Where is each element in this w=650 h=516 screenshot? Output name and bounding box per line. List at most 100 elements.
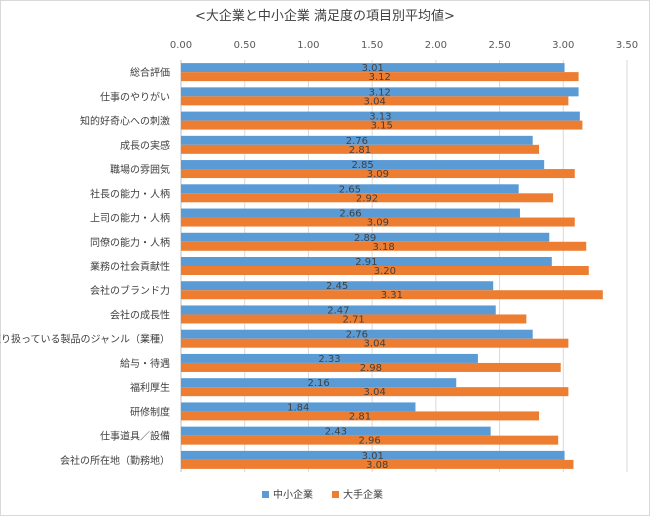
bar bbox=[181, 378, 457, 388]
x-tick-label: 0.00 bbox=[170, 40, 192, 51]
category-label: 同僚の能力・人柄 bbox=[90, 236, 170, 249]
bar bbox=[181, 63, 565, 73]
bar bbox=[181, 193, 554, 203]
data-label: 3.12 bbox=[369, 72, 391, 83]
data-label: 2.76 bbox=[346, 136, 368, 147]
category-label: 上司の能力・人柄 bbox=[90, 212, 170, 225]
data-label: 3.04 bbox=[364, 387, 386, 398]
data-label: 3.01 bbox=[362, 451, 384, 462]
category-label: 取り扱っている製品のジャンル（業種） bbox=[0, 333, 170, 346]
bar bbox=[181, 144, 540, 154]
bar bbox=[181, 111, 580, 121]
data-label: 2.47 bbox=[327, 305, 349, 316]
legend-label: 大手企業 bbox=[343, 488, 383, 501]
data-label: 2.65 bbox=[339, 184, 361, 195]
data-label: 2.76 bbox=[346, 330, 368, 341]
bar bbox=[181, 208, 520, 218]
data-label: 2.66 bbox=[339, 209, 361, 220]
category-label: 仕事道具／設備 bbox=[100, 430, 170, 443]
x-tick-label: 2.50 bbox=[488, 40, 510, 51]
category-label: 業務の社会貢献性 bbox=[90, 260, 170, 273]
bar bbox=[181, 290, 603, 300]
category-label: 知的好奇心への刺激 bbox=[80, 115, 170, 128]
bar bbox=[181, 72, 579, 82]
bar bbox=[181, 257, 552, 266]
category-label: 会社のブランド力 bbox=[90, 284, 170, 297]
data-label: 3.04 bbox=[364, 339, 386, 350]
x-tick-label: 2.00 bbox=[425, 40, 447, 51]
bar bbox=[181, 184, 519, 194]
data-label: 3.20 bbox=[374, 266, 396, 277]
category-label: 会社の所在地（勤務地） bbox=[60, 454, 170, 467]
bar bbox=[181, 314, 527, 324]
bar bbox=[181, 362, 561, 372]
category-label: 給与・待遇 bbox=[120, 357, 170, 370]
bar bbox=[181, 169, 575, 179]
x-tick-label: 3.00 bbox=[552, 40, 574, 51]
bar bbox=[181, 241, 587, 251]
bar bbox=[181, 217, 575, 227]
bar bbox=[181, 305, 496, 315]
x-tick-label: 3.50 bbox=[616, 40, 638, 51]
data-label: 2.43 bbox=[325, 427, 347, 438]
bar bbox=[181, 426, 491, 436]
x-axis-ticks: 0.00 0.50 1.00 1.50 2.00 2.50 3.00 3.50 bbox=[170, 40, 638, 51]
data-label: 2.16 bbox=[307, 378, 329, 389]
data-label: 3.09 bbox=[367, 169, 389, 180]
data-label: 3.13 bbox=[369, 112, 391, 123]
legend: 中小企業 大手企業 bbox=[262, 488, 383, 501]
data-label: 2.71 bbox=[343, 314, 365, 325]
data-label: 2.33 bbox=[318, 354, 340, 365]
data-label: 2.98 bbox=[360, 363, 382, 374]
bar bbox=[181, 411, 540, 421]
data-label: 3.18 bbox=[372, 242, 394, 253]
data-label: 2.96 bbox=[358, 436, 380, 447]
x-tick-label: 1.00 bbox=[297, 40, 319, 51]
data-label: 3.12 bbox=[369, 87, 391, 98]
bar bbox=[181, 96, 569, 106]
legend-swatch bbox=[262, 491, 269, 498]
bar bbox=[181, 87, 579, 97]
data-label: 2.45 bbox=[326, 281, 348, 292]
data-label: 2.89 bbox=[354, 233, 376, 244]
data-label: 2.85 bbox=[351, 160, 373, 171]
data-labels: 3.013.123.123.043.133.152.762.812.853.09… bbox=[287, 63, 403, 471]
bar bbox=[181, 435, 559, 445]
data-label: 3.15 bbox=[371, 121, 393, 132]
data-label: 2.81 bbox=[349, 411, 371, 422]
legend-label: 中小企業 bbox=[273, 488, 313, 501]
category-label: 会社の成長性 bbox=[110, 308, 170, 321]
x-tick-label: 1.50 bbox=[361, 40, 383, 51]
bar bbox=[181, 338, 569, 348]
legend-swatch bbox=[332, 491, 339, 498]
bar bbox=[181, 281, 494, 291]
category-labels: 総合評価仕事のやりがい知的好奇心への刺激成長の実感職場の雰囲気社長の能力・人柄上… bbox=[0, 66, 170, 467]
x-tick-label: 0.50 bbox=[234, 40, 256, 51]
data-label: 3.01 bbox=[362, 63, 384, 74]
bar bbox=[181, 353, 478, 363]
bar bbox=[181, 160, 545, 170]
category-label: 研修制度 bbox=[130, 405, 170, 418]
bar bbox=[181, 135, 533, 145]
category-label: 福利厚生 bbox=[130, 381, 170, 394]
category-label: 職場の雰囲気 bbox=[110, 163, 170, 176]
data-label: 3.08 bbox=[366, 460, 388, 471]
bar bbox=[181, 329, 533, 339]
bar bbox=[181, 120, 583, 130]
bar bbox=[181, 459, 574, 469]
category-label: 社長の能力・人柄 bbox=[90, 187, 170, 200]
data-label: 3.09 bbox=[367, 218, 389, 229]
data-label: 2.91 bbox=[355, 257, 377, 268]
category-label: 仕事のやりがい bbox=[100, 90, 170, 103]
data-label: 3.04 bbox=[364, 96, 386, 107]
bar bbox=[181, 266, 589, 275]
bar bbox=[181, 387, 569, 397]
data-label: 1.84 bbox=[287, 402, 309, 413]
data-label: 2.92 bbox=[356, 193, 378, 204]
bar bbox=[181, 402, 416, 412]
chart-title: <大企業と中小企業 満足度の項目別平均値> bbox=[195, 8, 455, 24]
data-label: 2.81 bbox=[349, 145, 371, 156]
bars bbox=[181, 63, 603, 469]
bar bbox=[181, 450, 565, 460]
category-label: 総合評価 bbox=[130, 66, 170, 79]
